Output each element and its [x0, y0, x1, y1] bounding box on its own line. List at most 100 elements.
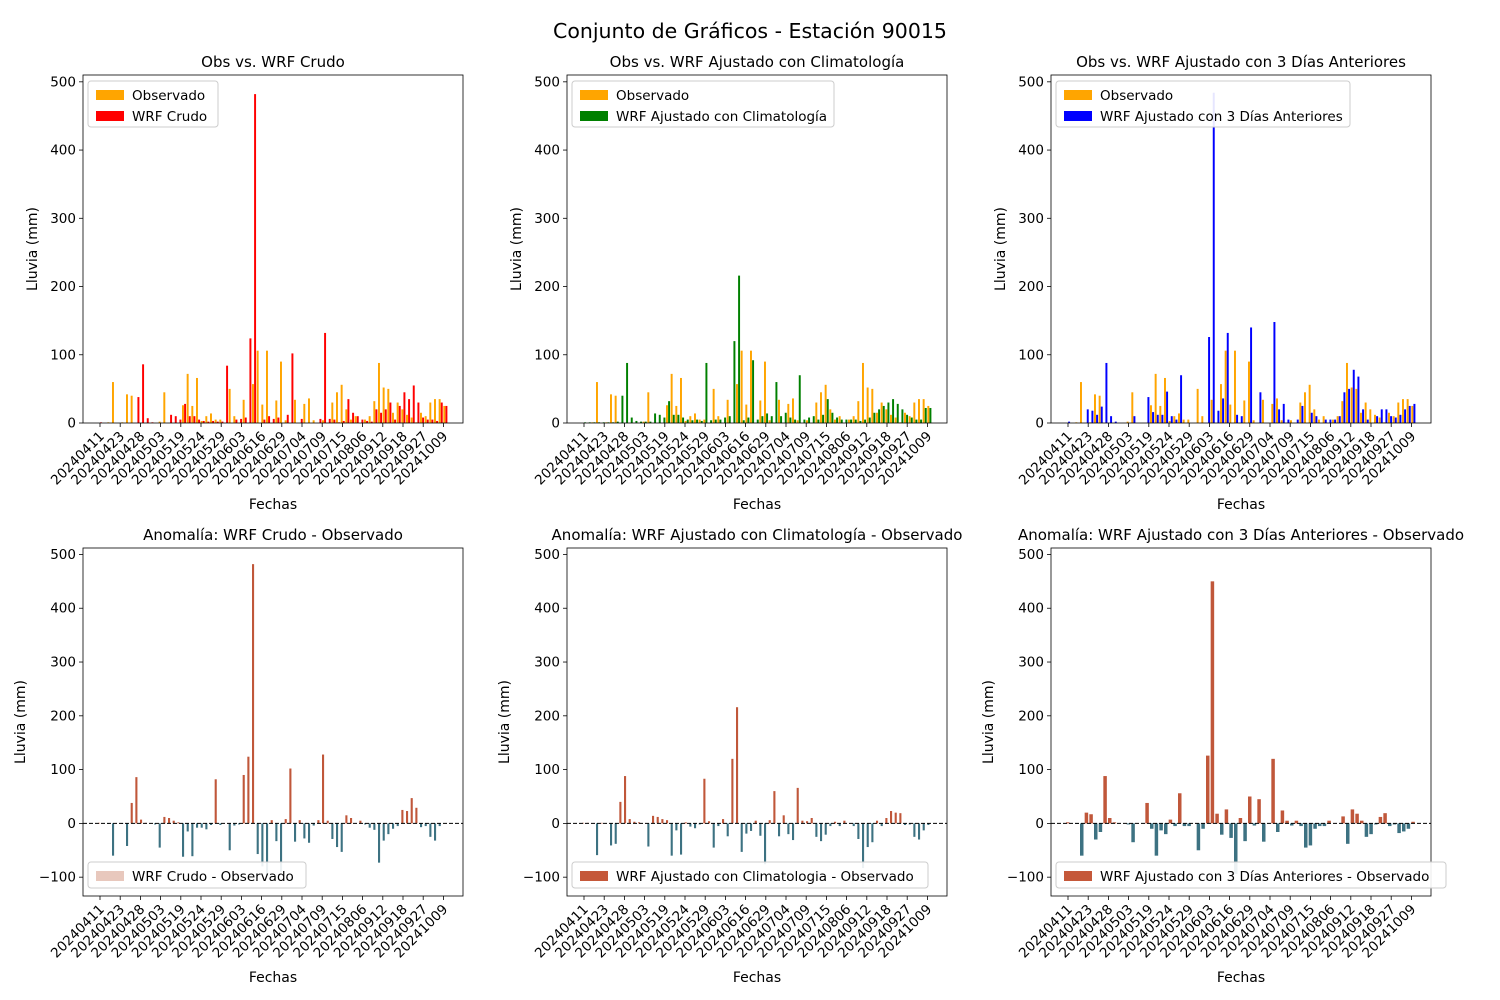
bar-wrf-55: [1324, 419, 1327, 423]
anomaly-bar-67: [410, 798, 413, 824]
anomaly-bar-46: [1280, 810, 1285, 824]
bar-wrf-54: [836, 417, 839, 423]
bar-wrf-69: [1390, 416, 1393, 423]
panel-title: Anomalía: WRF Ajustado con 3 Días Anteri…: [1018, 526, 1464, 544]
bar-wrf-19: [188, 416, 191, 423]
anomaly-bar-65: [401, 809, 404, 824]
bar-wrf-48: [808, 417, 811, 423]
bar-observado-64: [396, 402, 399, 423]
bar-observado-29: [717, 416, 720, 423]
bar-observado-23: [1173, 416, 1176, 423]
y-tick-label: 500: [50, 74, 76, 90]
anomaly-bar-49: [326, 820, 329, 824]
anomaly-bar-27: [708, 821, 711, 824]
y-tick-label: 500: [1018, 547, 1044, 563]
x-axis-label: Fechas: [249, 497, 297, 513]
bar-observado-74: [1411, 405, 1414, 423]
anomaly-bar-46: [796, 787, 799, 824]
y-tick-label: 0: [67, 416, 76, 432]
bar-observado-45: [792, 398, 794, 423]
anomaly-bar-33: [736, 707, 739, 824]
anomaly-bar-11: [633, 821, 636, 824]
bar-wrf-18: [1152, 412, 1155, 423]
bar-wrf-0: [1068, 421, 1071, 423]
bar-wrf-61: [1352, 369, 1355, 423]
anomaly-bar-52: [340, 823, 343, 852]
bar-observado-33: [252, 384, 254, 423]
anomaly-bar-15: [168, 818, 171, 824]
bar-wrf-42: [780, 416, 783, 423]
bar-observado-48: [322, 420, 324, 423]
anomaly-bar-55: [838, 823, 841, 827]
bar-observado-26: [703, 419, 706, 423]
anomaly-bar-36: [750, 823, 753, 831]
legend-swatch: [580, 871, 608, 881]
bar-observado-40: [1252, 420, 1255, 423]
bar-observado-71: [913, 402, 916, 423]
axes-frame: [82, 74, 464, 424]
bar-wrf-10: [146, 418, 149, 423]
anomaly-bar-25: [214, 779, 217, 824]
anomaly-bar-35: [261, 823, 264, 867]
anomaly-bar-20: [675, 823, 678, 831]
bar-wrf-54: [352, 412, 355, 423]
bar-observado-18: [1150, 405, 1152, 423]
bar-observado-18: [666, 405, 668, 423]
bar-wrf-48: [324, 332, 327, 423]
bar-wrf-45: [794, 419, 797, 423]
bar-wrf-24: [212, 420, 215, 423]
legend-entry: Observado: [1100, 88, 1173, 104]
bar-observado-29: [233, 416, 236, 423]
anomaly-bar-20: [191, 823, 194, 857]
y-tick-label: 500: [534, 547, 560, 563]
bar-wrf-61: [384, 409, 387, 423]
anomaly-bar-23: [689, 823, 692, 827]
bar-wrf-33: [254, 94, 257, 423]
anomaly-bar-55: [1322, 823, 1327, 827]
legend: Observado WRF Crudo: [87, 80, 219, 128]
bar-wrf-63: [394, 419, 397, 423]
y-tick-label: 0: [1035, 416, 1044, 432]
bar-observado-42: [294, 399, 296, 423]
bar-observado-63: [1360, 412, 1362, 423]
anomaly-bar-30: [722, 819, 725, 824]
bar-wrf-33: [1222, 398, 1225, 423]
bar-observado-6: [1094, 394, 1096, 423]
anomaly-bar-29: [1201, 823, 1205, 829]
bar-wrf-37: [756, 419, 759, 423]
anomaly-bar-56: [843, 820, 846, 824]
anomaly-bar-38: [1243, 823, 1247, 842]
y-tick-label: 400: [1018, 601, 1044, 617]
y-tick-label: 400: [50, 601, 76, 617]
x-axis-label: Fechas: [733, 970, 781, 986]
anomaly-bar-45: [1276, 823, 1280, 832]
anomaly-bar-50: [1299, 823, 1303, 827]
y-tick-label: 100: [1018, 347, 1044, 363]
anomaly-bar-13: [1126, 823, 1131, 825]
anomaly-bar-60: [862, 823, 865, 869]
bar-wrf-56: [1329, 419, 1332, 423]
bar-wrf-24: [696, 419, 699, 423]
bar-wrf-59: [859, 420, 862, 423]
bar-observado-73: [1406, 399, 1409, 423]
bar-wrf-33: [738, 275, 741, 423]
bar-observado-6: [610, 394, 612, 423]
y-tick-label: 400: [1018, 143, 1044, 159]
bar-observado-65: [885, 409, 888, 423]
anomaly-bar-7: [614, 823, 617, 844]
bar-observado-65: [1369, 409, 1372, 423]
bar-observado-53: [829, 409, 832, 423]
legend-entry: WRF Crudo - Observado: [132, 869, 294, 885]
bar-observado-60: [378, 362, 380, 423]
anomaly-bar-13: [158, 823, 161, 848]
bar-observado-57: [848, 419, 850, 423]
bar-wrf-70: [1394, 417, 1397, 423]
bar-observado-28: [1196, 388, 1199, 423]
bar-observado-3: [596, 382, 598, 423]
bar-observado-58: [1336, 416, 1339, 423]
bar-wrf-8: [137, 397, 140, 423]
anomaly-bar-46: [312, 823, 315, 826]
axes-frame: [82, 547, 464, 897]
anomaly-bar-63: [1360, 820, 1364, 824]
